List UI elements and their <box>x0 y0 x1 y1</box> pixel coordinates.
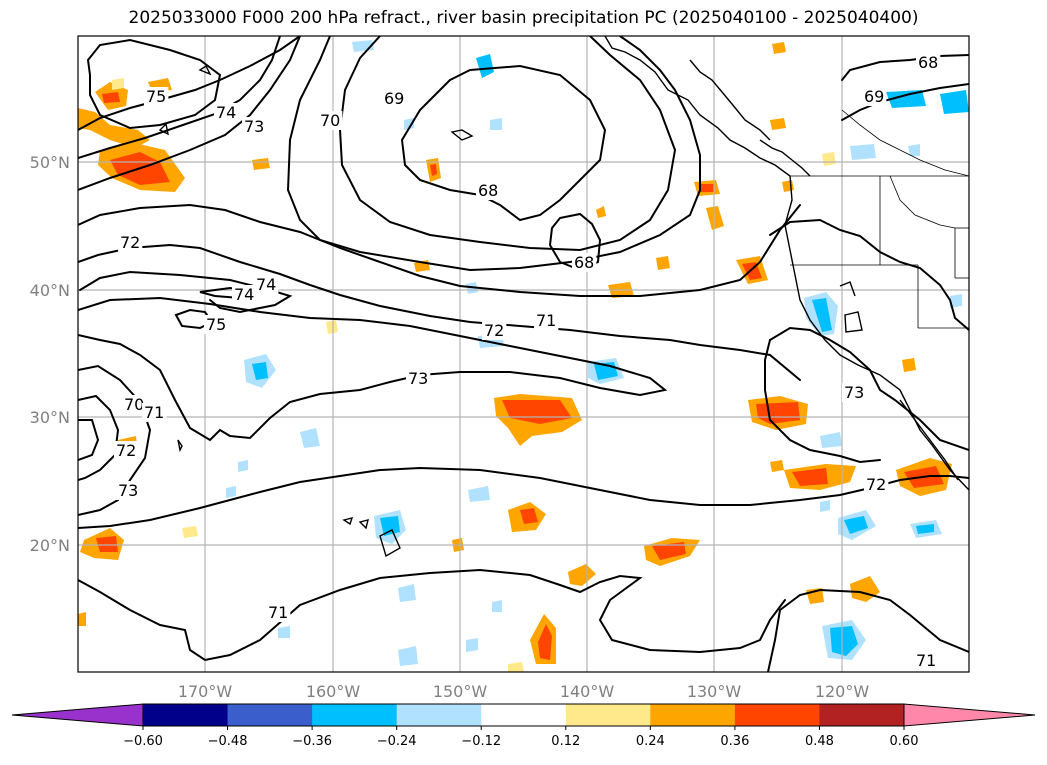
contour-label-halo <box>242 117 267 136</box>
contour-label-halo <box>916 53 941 72</box>
colorbar-tick-label: 0.24 <box>636 734 665 749</box>
negative-precip-shading <box>226 40 969 666</box>
contour-label-halo <box>382 89 407 108</box>
contour-label-halo <box>318 111 343 130</box>
contour-label: 72 <box>866 475 886 494</box>
lon-label: 160°W <box>306 682 361 701</box>
contour-label: 71 <box>144 403 164 422</box>
contour-label-halo <box>254 275 279 294</box>
lon-label: 130°W <box>687 682 742 701</box>
contour-label-halo <box>114 441 139 460</box>
contour-labels: 75 74 73 70 69 68 68 68 69 72 74 74 75 7… <box>114 53 941 670</box>
contour-label-halo <box>118 233 143 252</box>
colorbar-segment <box>396 704 482 726</box>
lat-label: 50°N <box>30 153 70 172</box>
colorbar-tick-label: 0.48 <box>805 734 834 749</box>
map-title: 2025033000 F000 200 hPa refract., river … <box>128 8 919 28</box>
coastlines <box>158 36 969 558</box>
colorbar-frame <box>142 703 905 727</box>
contour-label-halo <box>914 651 939 670</box>
contour-label: 73 <box>118 481 138 500</box>
contour-label: 69 <box>864 87 884 106</box>
contour-label: 73 <box>244 117 264 136</box>
colorbar-tick-label: 0.60 <box>890 734 919 749</box>
longitude-labels: 170°W 160°W 150°W 140°W 130°W 120°W <box>178 682 870 701</box>
colorbar-segment <box>481 704 567 726</box>
contour-label-halo <box>144 87 169 106</box>
state-borders <box>790 109 969 329</box>
contour-label-halo <box>482 321 507 340</box>
contour-label: 71 <box>536 311 556 330</box>
lat-label: 30°N <box>30 408 70 427</box>
colorbar-segment <box>312 704 398 726</box>
colorbar-segment <box>819 704 905 726</box>
colorbar-tick-label: −0.12 <box>461 734 501 749</box>
contour-label-halo <box>534 311 559 330</box>
lat-label: 40°N <box>30 281 70 300</box>
colorbar-tick-label: −0.60 <box>123 734 163 749</box>
contour-label-halo <box>266 603 291 622</box>
contour-label-halo <box>864 475 889 494</box>
contour-label: 75 <box>206 315 226 334</box>
contour-label: 68 <box>574 253 594 272</box>
contour-label: 70 <box>320 111 340 130</box>
colorbar-segment <box>650 704 736 726</box>
colorbar-tick-label: −0.36 <box>292 734 332 749</box>
contour-label: 70 <box>124 395 144 414</box>
map-area <box>78 36 969 672</box>
contour-label: 74 <box>234 285 254 304</box>
colorbar-tick-label: 0.36 <box>720 734 749 749</box>
colorbar-tick-label: −0.48 <box>208 734 248 749</box>
contour-label: 74 <box>216 103 236 122</box>
contour-label-halo <box>862 87 887 106</box>
contour-label: 71 <box>916 651 936 670</box>
contour-label: 73 <box>408 369 428 388</box>
colorbar-tick-label: −0.24 <box>377 734 417 749</box>
contour-label: 75 <box>146 87 166 106</box>
contour-label-halo <box>572 253 597 272</box>
colorbar-segment <box>143 704 229 726</box>
contour-label: 74 <box>256 275 276 294</box>
contour-label: 73 <box>844 383 864 402</box>
lon-label: 170°W <box>178 682 233 701</box>
contour-label: 72 <box>116 441 136 460</box>
contour-label-halo <box>116 481 141 500</box>
contour-label-halo <box>476 181 501 200</box>
contour-label: 68 <box>478 181 498 200</box>
colorbar-tick-label: 0.12 <box>551 734 580 749</box>
contour-label: 72 <box>484 321 504 340</box>
colorbar-min-extension <box>11 703 144 727</box>
lon-label: 140°W <box>560 682 615 701</box>
map-frame <box>77 35 970 673</box>
lon-label: 150°W <box>433 682 488 701</box>
latitude-labels: 50°N 40°N 30°N 20°N <box>30 153 70 555</box>
contour-label-halo <box>842 383 867 402</box>
contour-label-halo <box>232 285 257 304</box>
contour-label: 69 <box>384 89 404 108</box>
lon-label: 120°W <box>815 682 870 701</box>
contour-label-halo <box>122 395 147 414</box>
contour-label-halo <box>406 369 431 388</box>
colorbar-segment <box>227 704 313 726</box>
lat-label: 20°N <box>30 536 70 555</box>
contour-label: 68 <box>918 53 938 72</box>
contour-label: 71 <box>268 603 288 622</box>
contour-label-halo <box>214 103 239 122</box>
colorbar-max-extension <box>903 703 1036 727</box>
graticule <box>78 36 969 672</box>
colorbar: −0.60 −0.48 −0.36 −0.24 −0.12 0.12 0.24 0.36 0.4… <box>11 703 1036 749</box>
contour-label: 72 <box>120 233 140 252</box>
contour-label-halo <box>142 403 167 422</box>
contour-label-halo <box>204 315 229 334</box>
colorbar-segment <box>734 704 820 726</box>
colorbar-segment <box>565 704 651 726</box>
